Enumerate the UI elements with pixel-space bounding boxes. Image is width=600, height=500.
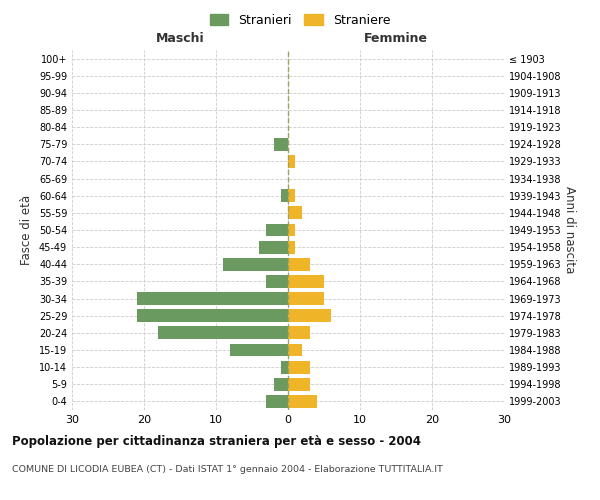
Bar [137,292,288,305]
Bar [266,224,288,236]
Bar [288,378,310,390]
Bar [288,395,317,408]
Bar [137,310,288,322]
Y-axis label: Fasce di età: Fasce di età [20,195,33,265]
Bar [288,344,302,356]
Bar [288,224,295,236]
Bar [281,360,288,374]
Text: Maschi: Maschi [155,32,205,45]
Bar [266,275,288,288]
Bar [288,240,295,254]
Bar [288,206,302,220]
Bar [288,310,331,322]
Text: Popolazione per cittadinanza straniera per età e sesso - 2004: Popolazione per cittadinanza straniera p… [12,435,421,448]
Bar [288,360,310,374]
Bar [274,138,288,150]
Bar [259,240,288,254]
Bar [288,275,324,288]
Bar [266,395,288,408]
Bar [288,258,310,270]
Bar [288,326,310,340]
Bar [274,378,288,390]
Bar [288,155,295,168]
Bar [288,292,324,305]
Bar [281,190,288,202]
Bar [230,344,288,356]
Text: Femmine: Femmine [364,32,428,45]
Y-axis label: Anni di nascita: Anni di nascita [563,186,575,274]
Legend: Stranieri, Straniere: Stranieri, Straniere [205,8,395,32]
Text: COMUNE DI LICODIA EUBEA (CT) - Dati ISTAT 1° gennaio 2004 - Elaborazione TUTTITA: COMUNE DI LICODIA EUBEA (CT) - Dati ISTA… [12,465,443,474]
Bar [223,258,288,270]
Bar [158,326,288,340]
Bar [288,190,295,202]
